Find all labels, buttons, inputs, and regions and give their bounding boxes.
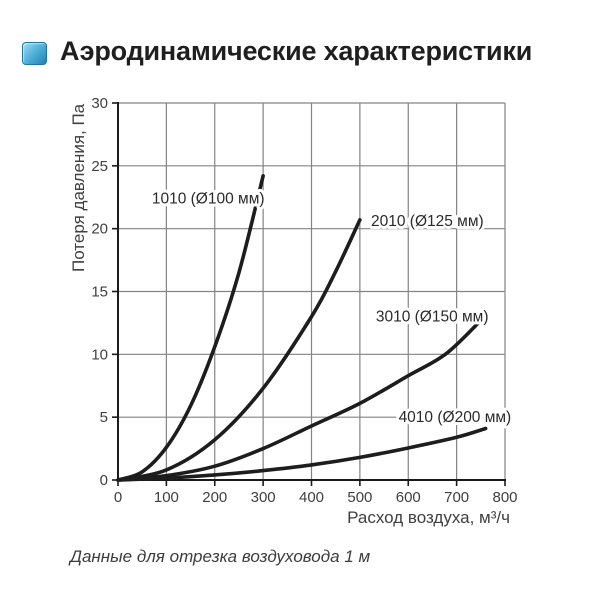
x-tick-label: 300 [251, 489, 276, 506]
series-label: 3010 (Ø150 мм) [376, 309, 489, 326]
x-tick-label: 100 [154, 489, 179, 506]
series-label: 1010 (Ø100 мм) [152, 191, 265, 208]
series-curve [116, 426, 488, 482]
x-tick-label: 0 [114, 489, 122, 506]
series-curve [116, 218, 362, 482]
blue-square-bullet-icon [22, 42, 47, 65]
y-tick-label: 5 [100, 409, 108, 426]
y-tick-label: 20 [91, 221, 108, 238]
y-tick-label: 0 [100, 472, 108, 489]
x-tick-label: 800 [492, 489, 517, 506]
x-tick-label: 400 [299, 489, 324, 506]
x-axis-title: Расход воздуха, м³/ч [347, 508, 510, 527]
chart-footnote: Данные для отрезка воздуховода 1 м [70, 547, 371, 566]
series-label: 4010 (Ø200 мм) [399, 409, 512, 426]
series-label: 2010 (Ø125 мм) [371, 213, 484, 230]
series-curve [116, 174, 265, 482]
x-tick-label: 700 [444, 489, 469, 506]
page-title: Аэродинамические характеристики [60, 36, 533, 66]
x-tick-label: 500 [347, 489, 372, 506]
y-tick-label: 10 [91, 346, 108, 363]
y-tick-label: 30 [91, 95, 108, 112]
x-tick-label: 600 [396, 489, 421, 506]
page-header: Аэродинамические характеристики [0, 0, 600, 80]
y-tick-label: 25 [91, 158, 108, 175]
y-tick-label: 15 [91, 284, 108, 301]
y-axis-title: Потеря давления, Па [69, 103, 88, 272]
x-tick-label: 200 [202, 489, 227, 506]
series-curve [116, 313, 488, 482]
